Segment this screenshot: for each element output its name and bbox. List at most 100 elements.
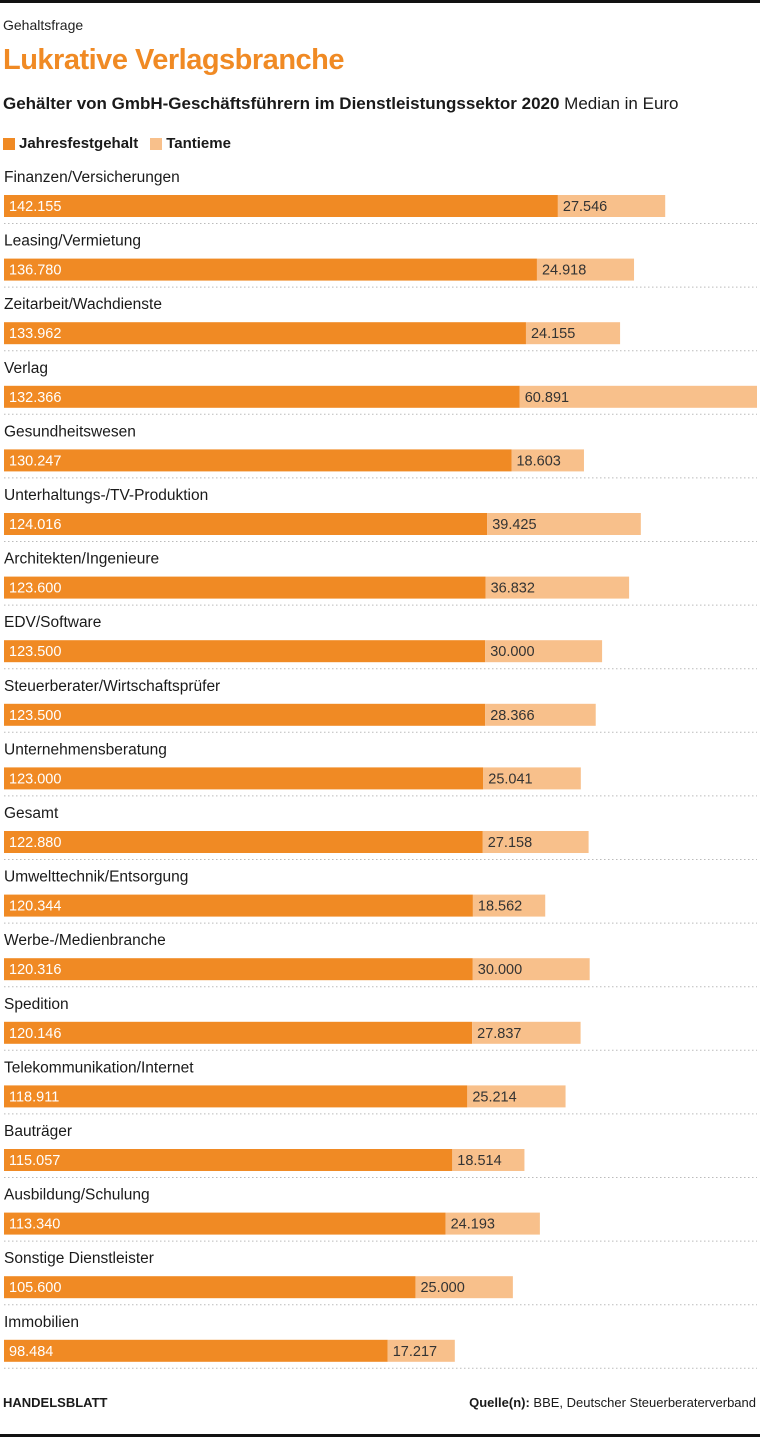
data-label-bonus: 60.891 — [525, 390, 569, 406]
data-label-bonus: 28.366 — [490, 708, 534, 724]
legend-item-bonus: Tantieme — [150, 135, 231, 152]
bar-fixed-salary — [4, 1149, 453, 1171]
bar-fixed-salary — [4, 640, 486, 663]
top-rule — [0, 0, 760, 3]
legend-label-bonus: Tantieme — [166, 135, 231, 152]
bar-bonus — [472, 958, 590, 981]
bar-fixed-salary — [4, 767, 484, 790]
source-note: Quelle(n): BBE, Deutscher Steuerberaterv… — [469, 1395, 756, 1410]
data-label-bonus: 18.603 — [516, 453, 560, 469]
category-label: Bauträger — [4, 1123, 72, 1140]
chart-title: Gehälter von GmbH-Geschäftsführern im Di… — [3, 94, 560, 113]
data-label-bonus: 24.193 — [451, 1217, 495, 1233]
category-label: Spedition — [4, 996, 69, 1013]
data-label-fixed-salary: 120.316 — [9, 962, 61, 978]
category-label: Unternehmensberatung — [4, 741, 167, 758]
bar-fixed-salary — [4, 385, 520, 408]
bar-fixed-salary — [4, 958, 473, 981]
data-label-fixed-salary: 124.016 — [9, 517, 61, 533]
data-label-fixed-salary: 118.911 — [9, 1089, 59, 1105]
bar-bonus — [387, 1339, 455, 1362]
bar-bonus — [487, 513, 641, 535]
data-label-bonus: 18.562 — [478, 899, 522, 915]
data-label-fixed-salary: 123.000 — [9, 771, 61, 787]
category-label: Zeitarbeit/Wachdienste — [4, 296, 162, 313]
data-label-bonus: 27.837 — [477, 1026, 521, 1042]
brand-label: HANDELSBLATT — [3, 1395, 108, 1410]
bar-bonus — [519, 385, 757, 408]
bar-fixed-salary — [4, 1339, 388, 1362]
bar-bonus — [511, 449, 584, 472]
data-label-bonus: 39.425 — [492, 517, 536, 533]
bar-bonus — [472, 1021, 581, 1044]
data-label-bonus: 27.158 — [488, 835, 532, 851]
data-label-bonus: 17.217 — [393, 1344, 437, 1360]
bar-fixed-salary — [4, 1212, 446, 1235]
data-label-fixed-salary: 142.155 — [9, 199, 61, 215]
chart-subtitle: Gehälter von GmbH-Geschäftsführern im Di… — [3, 94, 679, 114]
headline: Lukrative Verlagsbranche — [3, 44, 345, 76]
bar-bonus — [483, 767, 581, 790]
bar-bonus — [536, 258, 635, 281]
kicker: Gehaltsfrage — [3, 17, 84, 33]
bar-fixed-salary — [4, 449, 512, 472]
source-label: Quelle(n): — [469, 1395, 530, 1410]
legend-swatch-bonus — [150, 137, 163, 150]
data-label-bonus: 30.000 — [490, 644, 534, 660]
source-text: BBE, Deutscher Steuerberaterverband — [533, 1395, 756, 1410]
bar-fixed-salary — [4, 1085, 468, 1108]
category-label: Architekten/Ingenieure — [4, 551, 159, 568]
category-label: EDV/Software — [4, 614, 101, 631]
legend-item-fixed: Jahresfestgehalt — [3, 135, 138, 152]
data-label-bonus: 30.000 — [478, 962, 522, 978]
bar-bonus — [485, 576, 630, 599]
data-label-bonus: 25.214 — [472, 1089, 516, 1105]
bar-fixed-salary — [4, 1021, 473, 1044]
category-label: Verlag — [4, 360, 48, 377]
bar-bonus — [525, 322, 621, 345]
data-label-fixed-salary: 123.500 — [9, 644, 61, 660]
bar-fixed-salary — [4, 258, 537, 281]
legend-swatch-fixed — [3, 137, 15, 150]
data-label-bonus: 18.514 — [457, 1153, 501, 1169]
data-label-fixed-salary: 122.880 — [9, 835, 61, 851]
bar-bonus — [485, 703, 596, 726]
data-label-fixed-salary: 133.962 — [9, 326, 61, 342]
data-label-bonus: 25.000 — [420, 1280, 464, 1296]
data-label-bonus: 25.041 — [488, 771, 532, 787]
data-label-fixed-salary: 132.366 — [9, 390, 61, 406]
legend: Jahresfestgehalt Tantieme — [3, 135, 243, 152]
chart-unit: Median in Euro — [564, 94, 679, 113]
bar-fixed-salary — [4, 576, 486, 599]
bar-bonus — [472, 894, 546, 917]
category-label: Gesundheitswesen — [4, 423, 136, 440]
data-label-fixed-salary: 123.500 — [9, 708, 61, 724]
bar-bonus — [452, 1149, 525, 1171]
bar-fixed-salary — [4, 1276, 416, 1299]
category-label: Umwelttechnik/Entsorgung — [4, 869, 188, 886]
data-label-fixed-salary: 123.600 — [9, 581, 61, 597]
category-label: Telekommunikation/Internet — [4, 1059, 194, 1076]
category-label: Finanzen/Versicherungen — [4, 169, 180, 186]
category-label: Unterhaltungs-/TV-Produktion — [4, 487, 208, 504]
category-label: Immobilien — [4, 1314, 79, 1331]
data-label-fixed-salary: 113.340 — [9, 1217, 60, 1233]
bar-fixed-salary — [4, 703, 486, 726]
data-label-bonus: 27.546 — [563, 199, 607, 215]
category-label: Steuerberater/Wirtschaftsprüfer — [4, 678, 220, 695]
bar-fixed-salary — [4, 894, 473, 917]
data-label-fixed-salary: 115.057 — [9, 1153, 60, 1169]
bottom-rule — [0, 1434, 760, 1437]
bar-bonus — [467, 1085, 566, 1108]
bar-fixed-salary — [4, 195, 558, 217]
data-label-fixed-salary: 98.484 — [9, 1344, 53, 1360]
category-label: Gesamt — [4, 805, 59, 822]
bar-bonus — [485, 640, 603, 663]
data-label-fixed-salary: 120.146 — [9, 1026, 61, 1042]
bar-fixed-salary — [4, 322, 526, 345]
bar-bonus — [557, 195, 666, 217]
category-label: Leasing/Vermietung — [4, 233, 141, 250]
category-label: Werbe-/Medienbranche — [4, 932, 166, 949]
category-label: Ausbildung/Schulung — [4, 1187, 150, 1204]
